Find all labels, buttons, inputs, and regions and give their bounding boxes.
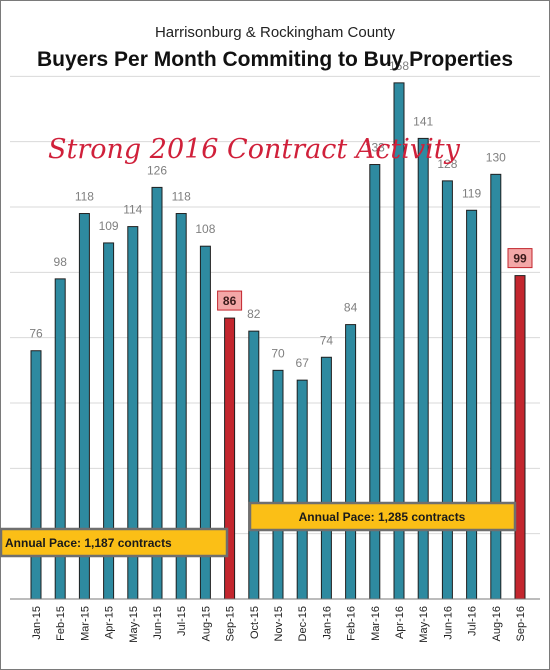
bar (30, 350, 42, 600)
x-tick-label: Aug-15 (200, 606, 212, 641)
data-label: 133 (365, 141, 385, 155)
chart-title: Buyers Per Month Commiting to Buy Proper… (37, 48, 513, 71)
data-label: 114 (123, 203, 142, 217)
bar (490, 173, 502, 600)
x-tick-label: May-16 (418, 606, 430, 643)
data-label: 141 (413, 114, 433, 128)
bar (514, 275, 526, 600)
data-label: 119 (462, 186, 481, 200)
bar (441, 180, 453, 600)
x-tick-label: Mar-16 (370, 606, 382, 641)
bar (369, 164, 381, 600)
data-label: 76 (29, 327, 43, 341)
x-tick-label: Jul-15 (176, 606, 188, 636)
bar (296, 379, 308, 600)
bar (345, 324, 357, 600)
x-tick-label: Jan-16 (321, 606, 333, 640)
x-tick-label: Apr-15 (104, 606, 116, 639)
annual-pace-callout-2016: Annual Pace: 1,285 contracts (248, 501, 517, 532)
chart-subtitle: Harrisonburg & Rockingham County (155, 24, 396, 41)
data-label: 128 (437, 157, 457, 171)
x-tick-label: Jun-16 (442, 606, 454, 640)
data-label-box (507, 248, 533, 269)
pace-text-2015: Annual Pace: 1,187 contracts (5, 536, 172, 550)
data-label: 126 (147, 163, 167, 177)
x-tick-label: Dec-15 (297, 606, 309, 641)
x-tick-label: Sep-15 (225, 606, 237, 641)
x-tick-label: Mar-15 (79, 606, 91, 641)
bar (466, 209, 478, 600)
data-label: 70 (271, 346, 285, 360)
data-label: 109 (99, 219, 119, 233)
data-label: 67 (296, 356, 310, 370)
bar (272, 369, 284, 600)
data-label: 118 (172, 190, 191, 204)
x-tick-label: Jul-16 (467, 606, 479, 636)
x-tick-label: Oct-15 (249, 606, 261, 639)
x-tick-label: Feb-15 (55, 606, 67, 641)
pace-text-2016: Annual Pace: 1,285 contracts (299, 510, 466, 524)
data-label: 108 (195, 222, 215, 236)
x-tick-label: Apr-16 (394, 606, 406, 639)
x-tick-labels: Jan-15 Feb-15 Mar-15 Apr-15 May-15 Jun-15 Jul-… (31, 606, 527, 643)
data-label: 74 (320, 333, 334, 347)
x-tick-label: Jan-15 (31, 606, 43, 640)
data-label: 84 (344, 301, 358, 315)
x-tick-label: Feb-16 (346, 606, 358, 641)
data-label: 82 (247, 307, 261, 321)
bar (248, 330, 260, 600)
x-tick-label: Sep-16 (515, 606, 527, 641)
data-label: 98 (54, 255, 68, 269)
annual-pace-callout-2015: Annual Pace: 1,187 contracts (0, 527, 229, 558)
pace-box-2016 (248, 501, 517, 532)
x-tick-label: Nov-15 (273, 606, 285, 641)
x-tick-label: Aug-16 (491, 606, 503, 641)
annotation-text: Strong 2016 Contract Activity (48, 134, 461, 165)
x-tick-label: May-15 (128, 606, 140, 643)
data-label: 118 (75, 190, 94, 204)
data-labels: 76 98 118 109 114 126 118 108 86 82 70 67 74 84 133 158… (29, 59, 533, 370)
data-label-box (217, 290, 243, 311)
bar (320, 356, 332, 600)
pace-box-2015 (0, 527, 229, 558)
data-label: 99 (513, 252, 527, 266)
x-tick-label: Jun-15 (152, 606, 164, 640)
data-label: 86 (223, 294, 237, 308)
data-label: 158 (389, 59, 409, 73)
data-label: 130 (486, 150, 506, 164)
